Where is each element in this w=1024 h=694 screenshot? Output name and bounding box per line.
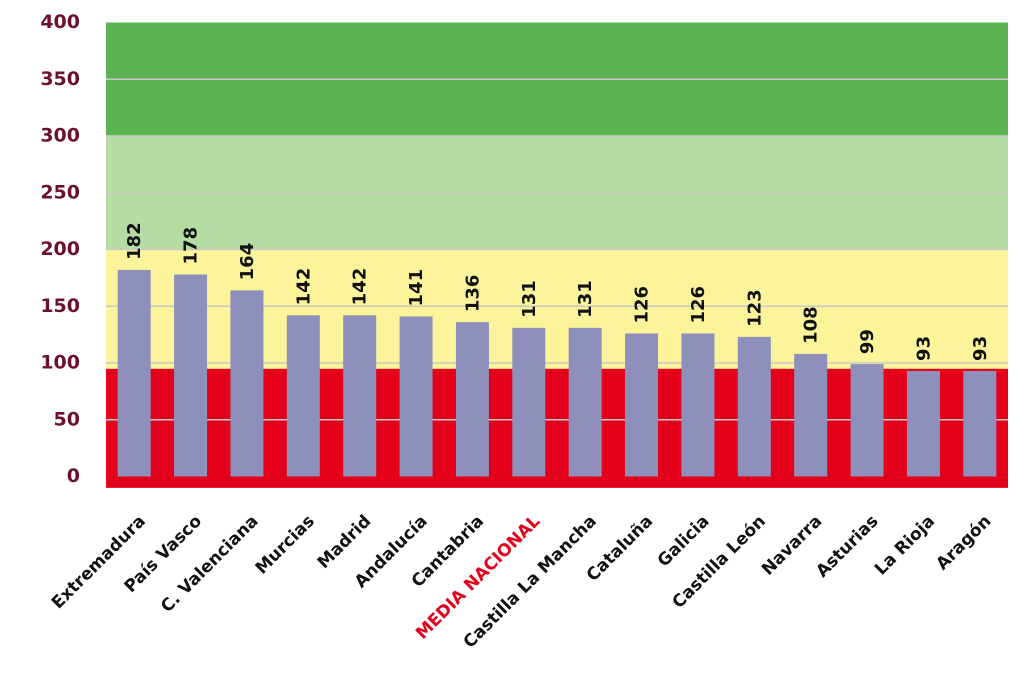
bar xyxy=(399,316,433,477)
data-label: 136 xyxy=(462,275,483,313)
bar xyxy=(117,269,151,477)
data-label: 93 xyxy=(970,336,991,361)
data-label: 131 xyxy=(575,280,596,318)
data-label: 131 xyxy=(519,280,540,318)
x-tick-label: Murcias xyxy=(252,511,319,578)
x-tick-label: Extremadura xyxy=(48,511,150,613)
bar xyxy=(906,370,940,477)
y-tick-label: 0 xyxy=(67,465,80,487)
data-label: 178 xyxy=(181,227,202,265)
y-tick-label: 50 xyxy=(54,408,80,430)
bar xyxy=(512,327,546,477)
y-tick-label: 100 xyxy=(40,352,80,374)
bar xyxy=(455,322,489,477)
data-label: 182 xyxy=(124,222,145,260)
bar xyxy=(681,333,715,477)
data-label: 141 xyxy=(406,269,427,307)
bar xyxy=(343,315,377,477)
bar xyxy=(737,336,771,477)
y-tick-label: 300 xyxy=(40,125,80,147)
data-label: 108 xyxy=(801,306,822,344)
data-label: 123 xyxy=(744,289,765,327)
data-label: 126 xyxy=(688,286,709,324)
data-label: 164 xyxy=(237,243,258,281)
y-tick-label: 200 xyxy=(40,238,80,260)
y-tick-label: 250 xyxy=(40,181,80,203)
y-tick-label: 350 xyxy=(40,68,80,90)
y-tick-label: 400 xyxy=(40,11,80,33)
bar xyxy=(850,364,884,477)
y-axis: 0 50 100 150 200 250 300 350 400 xyxy=(40,11,80,487)
bar xyxy=(174,274,208,477)
data-label: 99 xyxy=(857,329,878,354)
data-label: 142 xyxy=(350,268,371,306)
bar xyxy=(794,353,828,477)
data-label: 93 xyxy=(913,336,934,361)
y-tick-label: 150 xyxy=(40,295,80,317)
bar xyxy=(286,315,320,477)
bars xyxy=(117,269,997,477)
bar xyxy=(230,290,264,477)
data-label: 142 xyxy=(293,268,314,306)
x-tick-label: La Rioja xyxy=(871,511,939,579)
x-tick-label: Asturias xyxy=(812,511,882,581)
x-tick-label: C. Valenciana xyxy=(157,511,262,616)
data-labels: 182 178 164 142 142 141 136 131 131 126 126 123 108 9… xyxy=(124,222,991,361)
bar xyxy=(963,370,997,477)
bar xyxy=(568,327,602,477)
data-label: 126 xyxy=(632,286,653,324)
bar xyxy=(625,333,659,477)
x-tick-label: Aragón xyxy=(932,511,995,574)
